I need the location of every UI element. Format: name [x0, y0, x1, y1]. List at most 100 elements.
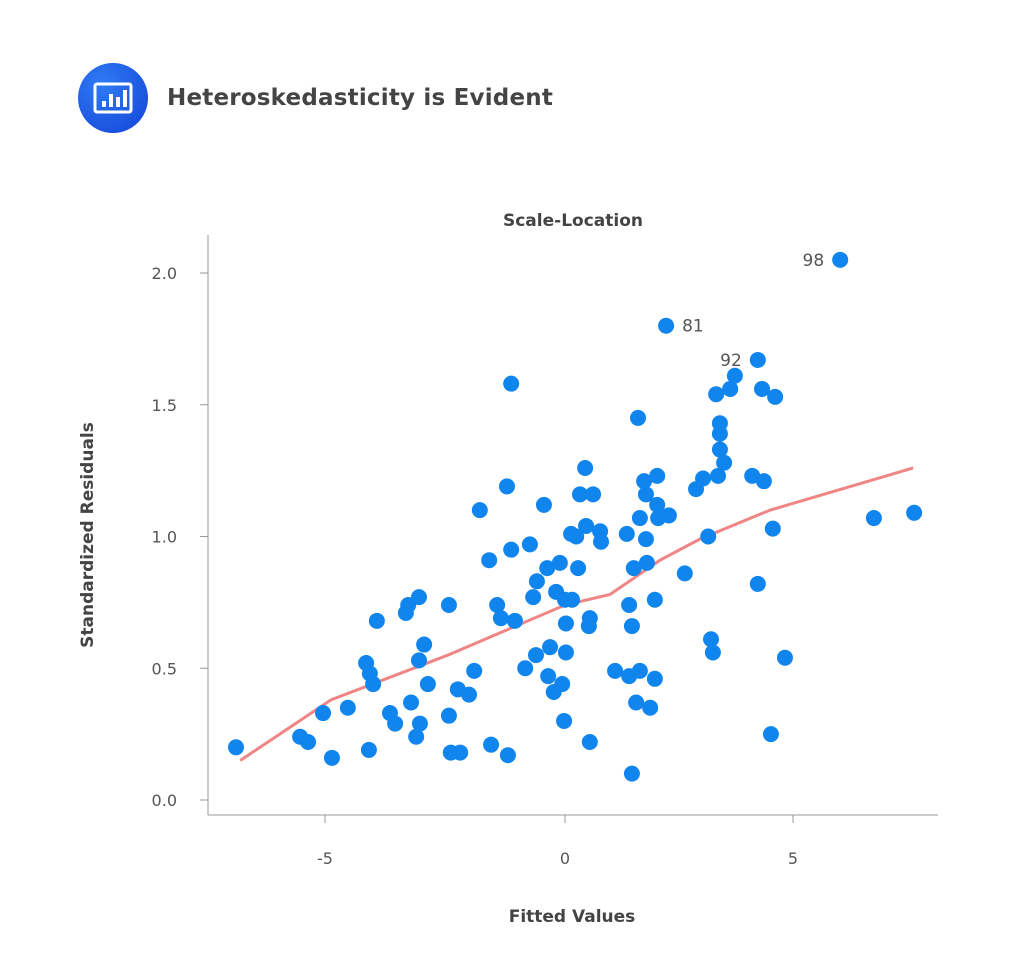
data-point [300, 734, 317, 751]
data-point [711, 425, 728, 442]
bar-chart-icon [78, 63, 148, 133]
chart-title: Scale-Location [503, 211, 643, 231]
data-point [581, 734, 598, 751]
data-point [452, 744, 469, 761]
data-point [628, 694, 645, 711]
data-point [492, 610, 509, 627]
data-point [556, 712, 573, 729]
data-point [695, 470, 712, 487]
y-tick-label: 0.5 [152, 659, 177, 678]
data-point [580, 618, 597, 635]
data-point [403, 694, 420, 711]
data-point [368, 612, 385, 629]
data-point [461, 686, 478, 703]
data-point [315, 705, 332, 722]
data-point [755, 473, 772, 490]
data-point [649, 496, 666, 513]
data-point [539, 560, 556, 577]
data-point [722, 380, 739, 397]
data-point [676, 565, 693, 582]
data-point [623, 618, 640, 635]
data-point [410, 589, 427, 606]
point-label: 81 [682, 317, 704, 337]
data-point [554, 676, 571, 693]
data-point [631, 662, 648, 679]
data-point [365, 676, 382, 693]
data-point [483, 736, 500, 753]
data-point [623, 765, 640, 782]
data-point [646, 591, 663, 608]
data-point [527, 647, 544, 664]
data-point [607, 662, 624, 679]
data-point [542, 639, 559, 656]
data-point [754, 380, 771, 397]
data-point [716, 454, 733, 471]
data-point [832, 251, 849, 268]
data-point [649, 467, 666, 484]
y-axis-label: Standardized Residuals [78, 422, 98, 648]
data-point [227, 739, 244, 756]
data-point [551, 554, 568, 571]
data-point [767, 388, 784, 405]
data-point [642, 699, 659, 716]
point-label: 92 [720, 351, 742, 371]
data-point [749, 575, 766, 592]
data-point [700, 528, 717, 545]
data-point [503, 375, 520, 392]
x-tick-label: 5 [788, 849, 798, 868]
data-point [557, 644, 574, 661]
data-point [638, 554, 655, 571]
data-point [726, 367, 743, 384]
data-point [419, 676, 436, 693]
data-point [577, 459, 594, 476]
data-point [466, 662, 483, 679]
x-tick-label: 0 [560, 849, 570, 868]
point-label: 98 [803, 251, 825, 271]
data-point [411, 715, 428, 732]
y-tick-label: 0.0 [152, 791, 177, 810]
data-point [764, 520, 781, 537]
data-point [540, 668, 557, 685]
data-point [710, 467, 727, 484]
data-point [704, 644, 721, 661]
data-point [630, 409, 647, 426]
data-point [660, 507, 677, 524]
data-point [762, 726, 779, 743]
data-point [525, 589, 542, 606]
data-point [517, 660, 534, 677]
data-point [360, 741, 377, 758]
data-point [593, 533, 610, 550]
data-point [621, 597, 638, 614]
data-point [711, 441, 728, 458]
data-point [481, 552, 498, 569]
data-point [471, 502, 488, 519]
data-point [557, 615, 574, 632]
data-point [440, 707, 457, 724]
data-point [498, 478, 515, 495]
trend-line [239, 466, 914, 762]
data-point [440, 597, 457, 614]
data-point [637, 531, 654, 548]
data-point [570, 560, 587, 577]
y-tick-label: 1.5 [152, 396, 177, 415]
data-point [776, 649, 793, 666]
data-point [865, 510, 882, 527]
data-point [637, 486, 654, 503]
data-point [631, 510, 648, 527]
data-point [906, 504, 923, 521]
data-point [658, 317, 675, 334]
data-point [703, 631, 720, 648]
y-tick-label: 1.0 [152, 528, 177, 547]
x-axis-label: Fitted Values [509, 907, 636, 927]
data-point [503, 541, 520, 558]
data-point [535, 496, 552, 513]
data-point [571, 486, 588, 503]
data-point [578, 517, 595, 534]
data-point [585, 486, 602, 503]
page-title: Heteroskedasticity is Evident [167, 85, 554, 111]
data-point [416, 636, 433, 653]
data-point [564, 591, 581, 608]
data-point [708, 386, 725, 403]
data-point [387, 715, 404, 732]
data-point [408, 728, 425, 745]
